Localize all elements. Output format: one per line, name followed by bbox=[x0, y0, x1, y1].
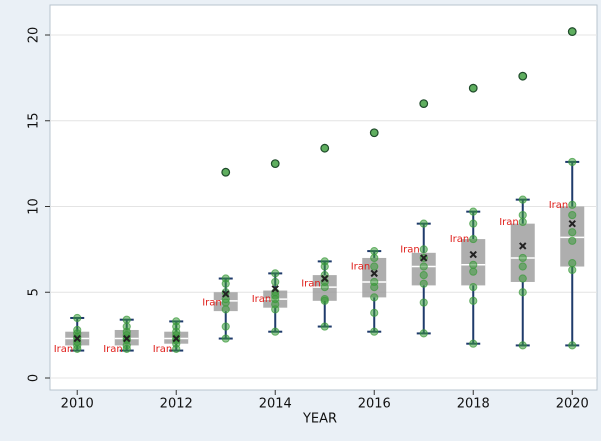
point bbox=[470, 340, 477, 347]
point bbox=[222, 335, 229, 342]
point bbox=[470, 235, 477, 242]
point bbox=[519, 275, 526, 282]
annotation: Iran bbox=[351, 262, 371, 273]
point bbox=[371, 247, 378, 254]
x-tick-label: 2014 bbox=[259, 397, 292, 412]
outlier bbox=[519, 72, 527, 80]
point bbox=[272, 270, 279, 277]
point bbox=[371, 263, 378, 270]
y-tick-label: 15 bbox=[27, 112, 42, 129]
point bbox=[470, 261, 477, 268]
point bbox=[569, 229, 576, 236]
x-axis-title: YEAR bbox=[302, 412, 337, 427]
point bbox=[321, 323, 328, 330]
point bbox=[420, 299, 427, 306]
annotation: Iran bbox=[202, 298, 222, 309]
point bbox=[371, 309, 378, 316]
point bbox=[420, 330, 427, 337]
point bbox=[321, 258, 328, 265]
outlier bbox=[321, 144, 329, 152]
outlier bbox=[568, 28, 576, 36]
point bbox=[371, 254, 378, 261]
point bbox=[519, 289, 526, 296]
y-tick-label: 20 bbox=[27, 27, 42, 44]
point bbox=[222, 306, 229, 313]
point bbox=[519, 342, 526, 349]
point bbox=[470, 268, 477, 275]
point bbox=[569, 158, 576, 165]
point bbox=[569, 259, 576, 266]
point bbox=[519, 254, 526, 261]
point bbox=[569, 201, 576, 208]
point bbox=[519, 196, 526, 203]
point bbox=[74, 326, 81, 333]
y-tick-label: 0 bbox=[27, 374, 42, 382]
outlier bbox=[222, 168, 230, 176]
point bbox=[519, 218, 526, 225]
point bbox=[371, 278, 378, 285]
outlier bbox=[370, 129, 378, 137]
point bbox=[222, 323, 229, 330]
page: YEAR 0 5 10 15 20 2010 2012 2014 2016 2018 2020 Ira… bbox=[0, 0, 601, 441]
x-tick-label: 2018 bbox=[457, 397, 490, 412]
x-tick-label: 2020 bbox=[556, 397, 589, 412]
annotation: Iran bbox=[301, 279, 321, 290]
point bbox=[519, 263, 526, 270]
annotation: Iran bbox=[499, 217, 519, 228]
annotation: Iran bbox=[450, 234, 470, 245]
annotation: Iran bbox=[103, 344, 123, 355]
point bbox=[272, 328, 279, 335]
point bbox=[321, 296, 328, 303]
point bbox=[470, 220, 477, 227]
chart: YEAR 0 5 10 15 20 2010 2012 2014 2016 2018 2020 Ira… bbox=[0, 0, 601, 441]
annotation: Iran bbox=[252, 294, 272, 305]
outlier bbox=[420, 100, 428, 108]
outlier bbox=[469, 84, 477, 92]
annotation: Iran bbox=[549, 200, 569, 211]
outlier bbox=[271, 160, 279, 168]
point bbox=[569, 237, 576, 244]
point bbox=[420, 272, 427, 279]
point bbox=[371, 294, 378, 301]
point bbox=[222, 275, 229, 282]
annotation: Iran bbox=[153, 344, 173, 355]
point bbox=[371, 328, 378, 335]
annotation: Iran bbox=[54, 344, 74, 355]
point bbox=[420, 280, 427, 287]
x-tick-label: 2016 bbox=[358, 397, 391, 412]
point bbox=[420, 220, 427, 227]
point bbox=[519, 211, 526, 218]
point bbox=[123, 323, 130, 330]
point bbox=[420, 263, 427, 270]
point bbox=[470, 284, 477, 291]
x-tick-label: 2012 bbox=[160, 397, 193, 412]
annotation: Iran bbox=[400, 244, 420, 255]
box bbox=[511, 224, 535, 282]
y-tick-label: 10 bbox=[27, 198, 42, 215]
point bbox=[420, 246, 427, 253]
point bbox=[123, 316, 130, 323]
point bbox=[470, 297, 477, 304]
point bbox=[173, 318, 180, 325]
point bbox=[272, 278, 279, 285]
point bbox=[569, 266, 576, 273]
point bbox=[569, 342, 576, 349]
point bbox=[74, 314, 81, 321]
y-tick-label: 5 bbox=[27, 288, 42, 296]
x-tick-label: 2010 bbox=[61, 397, 94, 412]
point bbox=[470, 208, 477, 215]
point bbox=[569, 211, 576, 218]
